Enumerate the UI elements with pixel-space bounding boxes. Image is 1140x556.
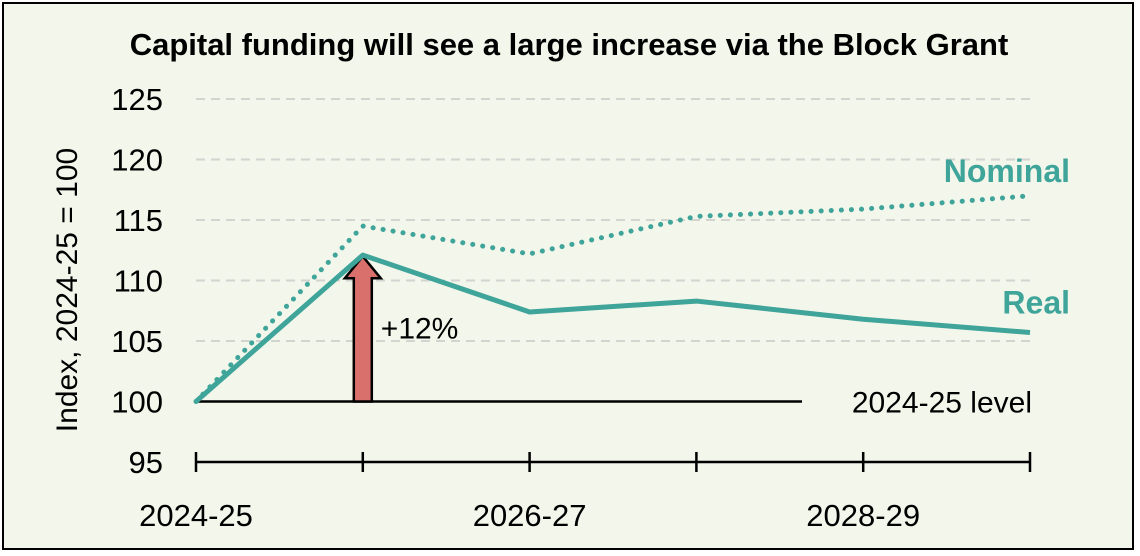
y-tick-label-125: 125 [111, 82, 163, 117]
y-tick-label-120: 120 [111, 143, 163, 178]
series-label-nominal: Nominal [944, 153, 1070, 189]
series-lines: Nominal Real [193, 153, 1070, 404]
x-tick-label-2024-25: 2024-25 [139, 498, 253, 533]
y-tick-label-110: 110 [114, 264, 163, 299]
y-axis-title: Index, 2024-25 = 100 [51, 148, 84, 432]
x-tick-label-2026-27: 2026-27 [473, 498, 587, 533]
y-tick-label-100: 100 [111, 385, 163, 420]
y-tick-label-95: 95 [129, 445, 163, 480]
increase-annotation: +12% [342, 254, 459, 403]
reference-line-label: 2024-25 level [852, 387, 1032, 420]
reference-line-group: 2024-25 level [196, 387, 1032, 420]
increase-arrow [342, 254, 384, 403]
series-line-real [194, 252, 1031, 404]
y-tick-label-115: 115 [114, 203, 163, 238]
tick-labels: 95 100 105 110 115 120 125 2024-25 2026-27 2028-2… [111, 82, 920, 533]
chart-title: Capital funding will see a large increas… [130, 27, 1009, 62]
x-tick-label-2028-29: 2028-29 [806, 498, 920, 533]
x-axis [194, 452, 1032, 472]
y-tick-label-105: 105 [111, 324, 163, 359]
chart-frame [2, 2, 1134, 550]
series-line-nominal [193, 193, 1033, 404]
series-label-real: Real [1002, 285, 1070, 321]
increase-label: +12% [381, 313, 459, 346]
